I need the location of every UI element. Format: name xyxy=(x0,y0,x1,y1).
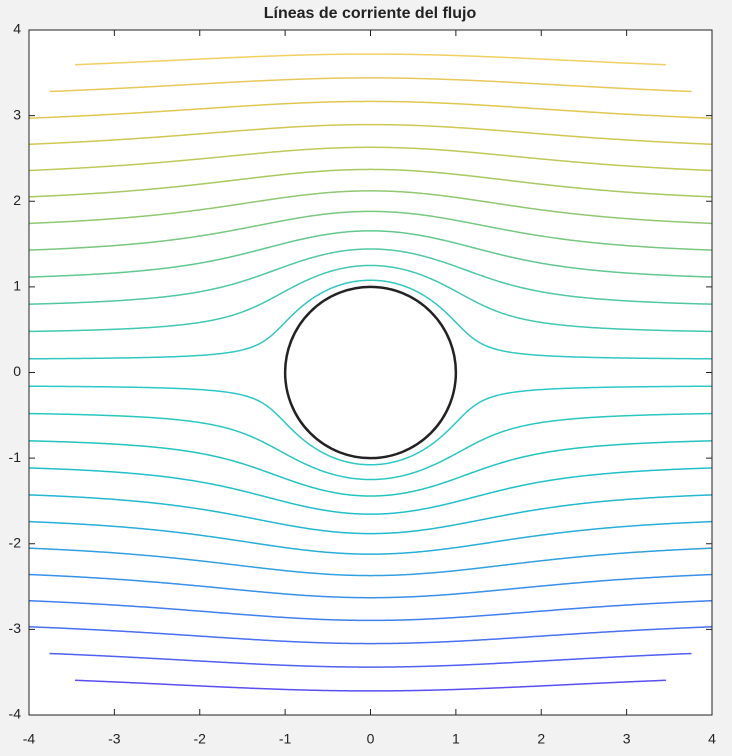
y-tick-label: 4 xyxy=(13,21,21,37)
streamline xyxy=(28,100,713,119)
x-tick-label: 2 xyxy=(537,731,545,747)
streamline xyxy=(28,279,713,360)
streamline xyxy=(28,168,713,198)
x-tick-label: 1 xyxy=(452,731,460,747)
streamline xyxy=(28,440,713,497)
streamline xyxy=(28,547,713,577)
chart-title: Líneas de corriente del flujo xyxy=(264,5,477,22)
y-tick-label: -1 xyxy=(9,449,22,465)
streamline xyxy=(28,573,713,599)
streamline xyxy=(28,467,713,515)
x-tick-label: 0 xyxy=(367,731,375,747)
cylinder xyxy=(283,285,458,460)
streamline xyxy=(28,190,713,225)
x-tick-label: -3 xyxy=(108,731,121,747)
streamline xyxy=(75,679,666,692)
streamline xyxy=(49,652,692,668)
streamline xyxy=(28,146,713,172)
x-tick-label: -4 xyxy=(23,731,36,747)
x-tick-label: -2 xyxy=(194,731,207,747)
streamline xyxy=(28,599,713,622)
x-tick-label: -1 xyxy=(279,731,292,747)
y-tick-label: 1 xyxy=(13,278,21,294)
streamline xyxy=(75,53,666,66)
streamline xyxy=(49,77,692,93)
y-tick-label: -4 xyxy=(9,706,22,722)
y-tick-label: 0 xyxy=(13,363,21,379)
streamline xyxy=(28,210,713,251)
streamline xyxy=(28,412,713,481)
streamline xyxy=(28,264,713,333)
streamline xyxy=(28,520,713,555)
y-tick-label: 2 xyxy=(13,192,21,208)
y-tick-label: -2 xyxy=(9,534,22,550)
x-tick-label: 4 xyxy=(708,731,716,747)
y-tick-label: -3 xyxy=(9,620,22,636)
streamline xyxy=(28,494,713,535)
y-tick-label: 3 xyxy=(13,106,21,122)
streamline xyxy=(28,230,713,278)
streamline xyxy=(28,123,713,146)
streamline xyxy=(28,248,713,305)
streamline xyxy=(28,385,713,466)
streamline xyxy=(28,626,713,645)
x-tick-label: 3 xyxy=(623,731,631,747)
